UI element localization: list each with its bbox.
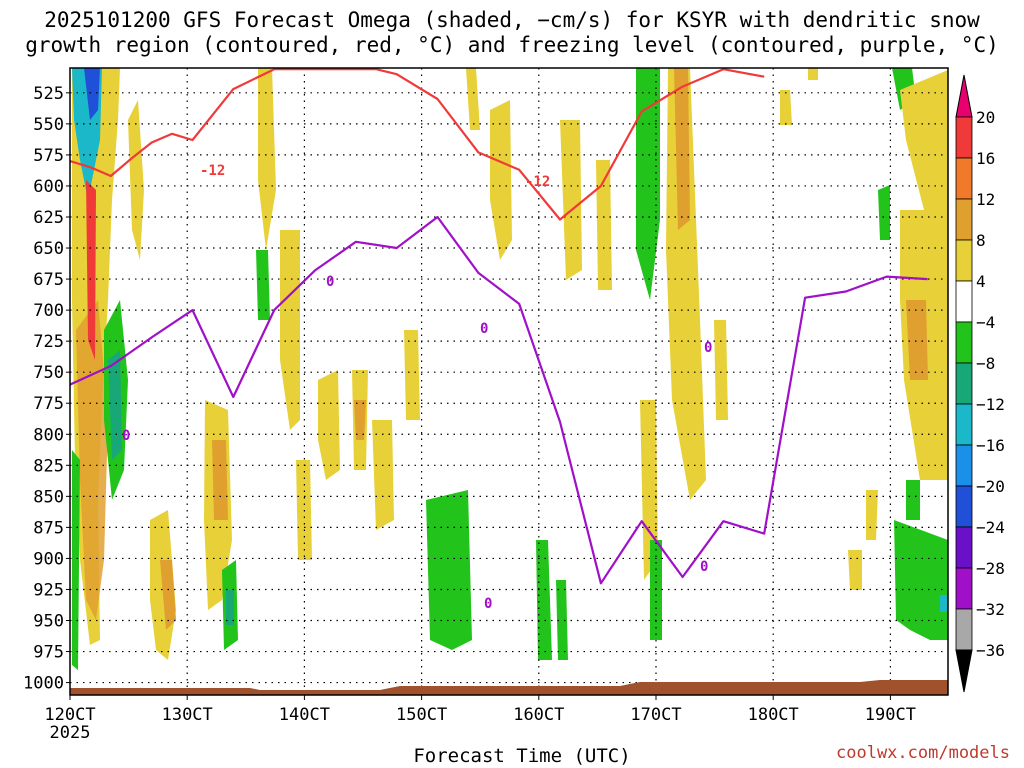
colorbar: 20 16 12 8 4 −4 −8 −12 −16 −20 −24 −28 −32 −36 [955,74,1005,693]
colorbar-label: 8 [976,231,986,250]
chart-title-line-1: 2025101200 GFS Forecast Omega (shaded, −… [44,8,980,32]
x-tick-label: 180CT [748,705,799,725]
colorbar-segment [955,280,973,323]
colorbar-segment [955,567,973,610]
y-axis: 525 550 575 600 625 650 675 700 725 750 775 800 825 8… [23,84,70,694]
y-tick-label: 625 [33,208,64,228]
terrain-strip [70,680,948,695]
colorbar-label: 4 [976,272,986,291]
purple-contour-label: 0 [326,274,334,290]
x-tick-label: 150CT [396,705,447,725]
x-axis-title: Forecast Time (UTC) [413,745,631,767]
x-tick-label: 140CT [279,705,330,725]
colorbar-segment [955,239,973,282]
y-tick-label: 975 [33,643,64,663]
red-contour-label: -12 [200,163,225,179]
colorbar-segment [955,444,973,487]
y-tick-label: 525 [33,84,64,104]
y-tick-label: 900 [33,549,64,569]
y-tick-label: 600 [33,177,64,197]
y-tick-label: 950 [33,612,64,632]
purple-contour-label: 0 [122,428,130,444]
red-contour-label: -12 [525,174,550,190]
colorbar-label: −16 [976,436,1005,455]
y-tick-label: 725 [33,332,64,352]
colorbar-segment [955,403,973,446]
x-tick-sublabel: 2025 [50,723,91,743]
colorbar-segment [955,362,973,405]
colorbar-segment [955,198,973,241]
x-axis: 120CT 130CT 140CT 150CT 160CT 170CT 180CT 190CT… [44,695,916,743]
colorbar-segment [955,608,973,651]
colorbar-label: −4 [976,313,995,332]
colorbar-label: −20 [976,477,1005,496]
colorbar-label: −24 [976,518,1005,537]
colorbar-segment [955,157,973,200]
chart-title-line-2: growth region (contoured, red, °C) and f… [25,33,999,57]
purple-contour-label: 0 [704,340,712,356]
y-tick-label: 750 [33,363,64,383]
colorbar-segment [955,321,973,364]
y-tick-label: 650 [33,239,64,259]
y-tick-label: 800 [33,425,64,445]
colorbar-label: 12 [976,190,995,209]
colorbar-label: 16 [976,149,995,168]
watermark: coolwx.com/models [836,743,1010,763]
dendritic-contour-line [69,68,765,221]
y-tick-label: 675 [33,270,64,290]
x-tick-label: 130CT [162,705,213,725]
colorbar-label: −12 [976,395,1005,414]
colorbar-label: 20 [976,108,995,127]
y-tick-label: 925 [33,580,64,600]
x-tick-label: 190CT [865,705,916,725]
y-tick-label: 1000 [23,674,64,694]
colorbar-segment [955,485,973,528]
contour-lines: -12 -12 0 0 0 0 0 0 [69,68,928,612]
y-tick-label: 700 [33,301,64,321]
colorbar-top-triangle [955,74,973,118]
purple-contour-label: 0 [480,321,488,337]
freezing-level-contour-line [69,215,928,585]
colorbar-label: −8 [976,354,995,373]
grid-lines [70,68,948,695]
y-tick-label: 775 [33,394,64,414]
colorbar-segment [955,526,973,569]
x-tick-label: 160CT [513,705,564,725]
y-tick-label: 875 [33,518,64,538]
plot-frame [69,67,949,696]
y-tick-label: 575 [33,146,64,166]
x-tick-label: 170CT [630,705,681,725]
x-tick-label: 120CT [44,705,95,725]
purple-contour-label: 0 [484,596,492,612]
y-tick-label: 825 [33,456,64,476]
colorbar-label: −28 [976,559,1005,578]
colorbar-segment [955,116,973,159]
y-tick-label: 550 [33,115,64,135]
colorbar-bottom-triangle [955,649,973,693]
purple-contour-label: 0 [700,559,708,575]
colorbar-label: −32 [976,600,1005,619]
y-tick-label: 850 [33,487,64,507]
colorbar-label: −36 [976,641,1005,660]
omega-shading [72,68,948,670]
